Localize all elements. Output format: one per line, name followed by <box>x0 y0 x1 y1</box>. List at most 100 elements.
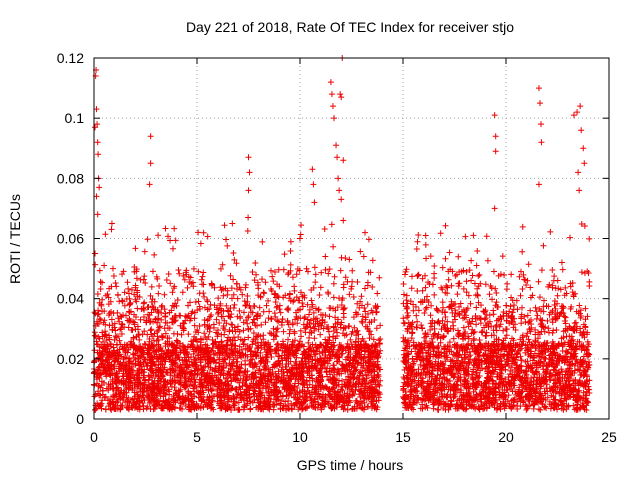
data-point <box>298 289 305 296</box>
data-point <box>280 266 287 273</box>
data-point <box>172 237 179 244</box>
data-point <box>126 309 133 316</box>
data-point <box>519 285 526 292</box>
data-point <box>576 302 583 309</box>
data-point <box>235 406 242 413</box>
data-point <box>124 279 131 286</box>
data-point <box>374 290 381 297</box>
data-point <box>190 265 197 272</box>
data-point <box>209 344 216 351</box>
data-point <box>292 400 299 407</box>
data-point <box>311 264 318 271</box>
data-point <box>244 320 251 327</box>
data-point <box>280 328 287 335</box>
data-point <box>126 290 133 297</box>
data-point <box>348 285 355 292</box>
data-point <box>281 251 288 258</box>
data-point <box>236 307 243 314</box>
data-point <box>501 272 508 279</box>
data-point <box>578 269 585 276</box>
data-point <box>365 236 372 243</box>
data-point <box>215 295 222 302</box>
data-point <box>270 325 277 332</box>
data-point <box>252 260 259 267</box>
data-point <box>322 266 329 273</box>
data-point <box>195 298 202 305</box>
data-point <box>208 312 215 319</box>
data-point <box>94 341 101 348</box>
data-point <box>313 315 320 322</box>
data-point <box>250 330 257 337</box>
data-point <box>200 290 207 297</box>
data-point <box>229 220 236 227</box>
data-point <box>141 306 148 313</box>
data-point <box>312 271 319 278</box>
data-point <box>92 261 99 268</box>
data-point <box>231 301 238 308</box>
data-point <box>291 287 298 294</box>
data-point <box>177 322 184 329</box>
data-point <box>339 387 346 394</box>
data-point <box>502 326 509 333</box>
data-point <box>142 280 149 287</box>
data-point <box>376 274 383 281</box>
data-point <box>214 310 221 317</box>
data-point <box>204 403 211 410</box>
data-point <box>151 348 158 355</box>
data-point <box>309 341 316 348</box>
data-point <box>96 315 103 322</box>
data-point <box>237 286 244 293</box>
data-point <box>102 231 109 238</box>
data-point <box>322 383 329 390</box>
data-point <box>207 313 214 320</box>
data-point <box>431 275 438 282</box>
data-point <box>118 320 125 327</box>
data-point <box>120 268 127 275</box>
data-point <box>427 312 434 319</box>
data-point <box>260 308 267 315</box>
data-point <box>251 277 258 284</box>
data-point <box>273 328 280 335</box>
data-point <box>244 293 251 300</box>
data-point <box>209 336 216 343</box>
data-point <box>500 327 507 334</box>
data-point <box>148 326 155 333</box>
data-point <box>292 316 299 323</box>
data-point <box>318 269 325 276</box>
data-point <box>114 291 121 298</box>
data-point <box>92 406 99 413</box>
data-point <box>97 278 104 285</box>
data-point <box>204 298 211 305</box>
data-point <box>179 289 186 296</box>
data-point <box>141 340 148 347</box>
data-point <box>175 266 182 273</box>
data-point <box>249 309 256 316</box>
data-point <box>256 304 263 311</box>
data-point <box>508 294 515 301</box>
data-point <box>330 280 337 287</box>
data-point <box>187 299 194 306</box>
data-point <box>365 328 372 335</box>
data-point <box>300 303 307 310</box>
data-point <box>201 330 208 337</box>
data-point <box>228 285 235 292</box>
data-point <box>129 327 136 334</box>
data-point <box>174 330 181 337</box>
data-point <box>337 267 344 274</box>
data-point <box>269 273 276 280</box>
data-point <box>223 236 230 243</box>
data-point <box>348 386 355 393</box>
data-point <box>112 280 119 287</box>
data-point <box>262 319 269 326</box>
data-point <box>316 291 323 298</box>
data-point <box>460 324 467 331</box>
data-point <box>286 295 293 302</box>
data-point <box>419 287 426 294</box>
data-point <box>285 269 292 276</box>
data-point <box>96 299 103 306</box>
data-point <box>95 320 102 327</box>
data-point <box>255 285 262 292</box>
data-point <box>177 405 184 412</box>
data-point <box>210 351 217 358</box>
data-point <box>519 248 526 255</box>
